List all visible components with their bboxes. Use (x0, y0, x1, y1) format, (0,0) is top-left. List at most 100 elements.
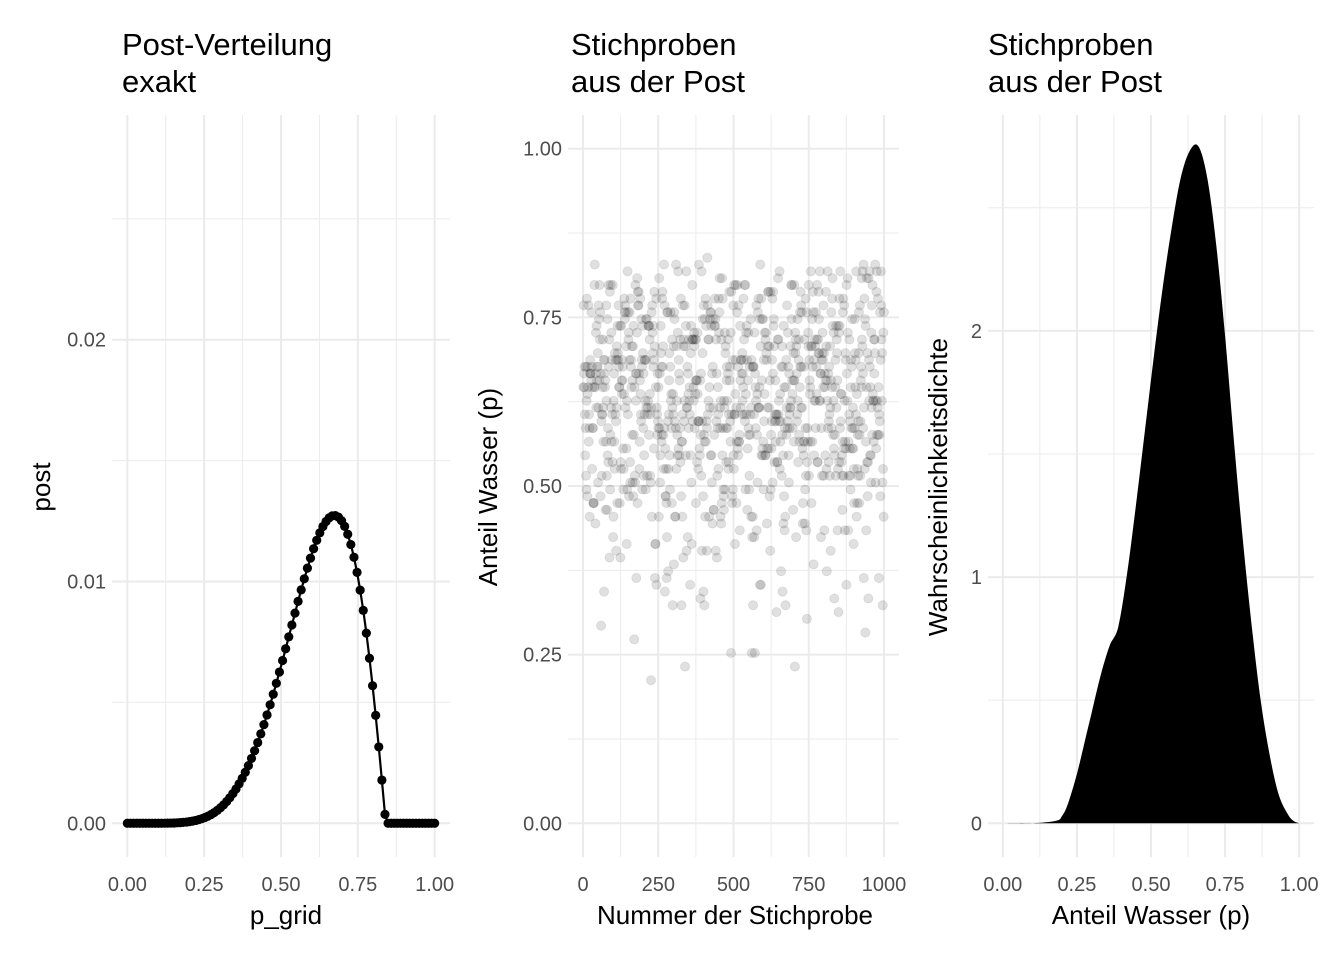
sample-point (601, 395, 612, 406)
sample-point (673, 368, 685, 379)
post-point (343, 529, 353, 539)
sample-point (673, 443, 684, 454)
sample-point (652, 416, 664, 427)
sample-point (812, 334, 824, 345)
sample-point (633, 286, 644, 297)
sample-point (809, 334, 820, 345)
sample-point (849, 348, 861, 359)
sample-point (626, 382, 637, 393)
sample-point (612, 348, 624, 359)
sample-point (691, 334, 702, 345)
sample-point (589, 382, 601, 393)
sample-point (804, 354, 815, 366)
sample-point (847, 402, 859, 413)
sample-point (682, 532, 693, 543)
sample-point (664, 348, 675, 359)
sample-point (738, 354, 749, 366)
sample-point (662, 307, 673, 318)
sample-point (681, 266, 692, 277)
sample-point (674, 450, 685, 461)
sample-point (852, 470, 864, 481)
sample-point (614, 320, 626, 331)
sample-point (840, 348, 851, 359)
sample-point (768, 286, 779, 297)
sample-point (756, 293, 767, 304)
post-point (352, 567, 362, 577)
sample-point (638, 470, 649, 481)
panel-2-x-axis-label: Nummer der Stichprobe (597, 900, 873, 930)
sample-point (693, 416, 704, 427)
panel-2-x-ticks: 0 250 500 750 1000 (577, 874, 906, 896)
post-point (309, 544, 319, 554)
sample-point (783, 450, 794, 461)
post-point (430, 818, 440, 828)
sample-point (719, 484, 731, 495)
sample-point (705, 450, 716, 461)
sample-point (695, 375, 706, 386)
sample-point (595, 307, 606, 318)
sample-point (873, 382, 884, 393)
sample-point (860, 436, 872, 447)
sample-point (645, 477, 656, 488)
sample-point (789, 279, 800, 291)
sample-point (829, 450, 840, 461)
post-point (296, 585, 306, 595)
sample-point (778, 450, 789, 461)
sample-point (730, 279, 741, 291)
sample-point (878, 307, 890, 318)
sample-point (792, 313, 803, 325)
sample-point (739, 416, 751, 427)
sample-point (647, 348, 658, 359)
sample-point (633, 300, 644, 311)
sample-point (866, 300, 878, 311)
sample-point (710, 545, 721, 556)
sample-point (611, 545, 622, 556)
sample-point (774, 463, 785, 475)
sample-point (863, 354, 875, 366)
sample-point (815, 368, 826, 379)
panel-3-y-axis-label: Wahrscheinlichkeitsdichte (923, 338, 953, 636)
panel-1-y-axis-label: post (26, 462, 56, 512)
sample-point (614, 382, 625, 393)
sample-point (772, 273, 784, 284)
sample-point (624, 354, 635, 366)
sample-point (765, 286, 776, 297)
sample-point (755, 341, 766, 352)
sample-point (826, 307, 837, 318)
y-tick-label: 0.00 (67, 813, 106, 835)
sample-point (716, 273, 728, 284)
sample-point (779, 525, 790, 536)
sample-point (678, 334, 689, 345)
sample-point (871, 443, 882, 454)
sample-point (796, 307, 807, 318)
sample-point (805, 266, 816, 277)
sample-point (788, 436, 800, 447)
panel-3-y-ticks: 0 1 2 (971, 321, 982, 835)
sample-point (828, 429, 839, 440)
sample-point (815, 532, 827, 543)
sample-point (753, 402, 764, 413)
sample-point (738, 293, 749, 304)
sample-point (794, 307, 806, 318)
sample-point (831, 348, 843, 359)
sample-point (735, 354, 747, 366)
sample-point (837, 436, 848, 447)
sample-point (627, 477, 638, 488)
sample-point (779, 382, 790, 393)
sample-point (580, 361, 591, 372)
sample-point (858, 572, 869, 584)
sample-point (851, 511, 862, 522)
sample-point (873, 572, 884, 584)
sample-point (788, 375, 799, 386)
sample-point (646, 307, 657, 318)
sample-point (656, 361, 667, 372)
sample-point (751, 300, 762, 311)
sample-point (707, 313, 719, 325)
x-tick-label: 0.00 (108, 874, 147, 896)
sample-point (679, 661, 691, 672)
post-point (268, 689, 278, 699)
sample-point (639, 354, 650, 366)
sample-point (665, 395, 677, 406)
sample-point (596, 620, 607, 631)
sample-point (796, 300, 807, 311)
